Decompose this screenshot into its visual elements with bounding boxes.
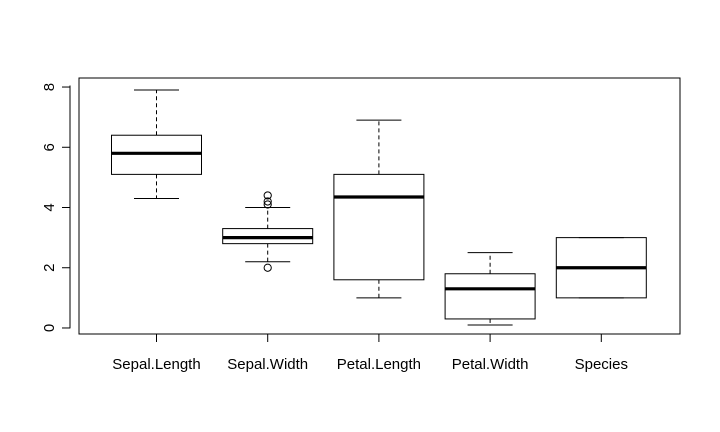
outlier-point — [263, 197, 272, 206]
x-category-label: Species — [575, 356, 628, 373]
plot-frame — [78, 77, 681, 335]
x-category-label: Petal.Length — [337, 356, 421, 373]
outlier-point — [263, 263, 272, 272]
y-tick-label: 0 — [41, 324, 58, 332]
x-category-label: Petal.Width — [452, 356, 529, 373]
x-category-label: Sepal.Width — [227, 356, 308, 373]
iqr-box — [444, 273, 536, 320]
box-sepal-width — [222, 191, 314, 272]
x-category-label: Sepal.Length — [112, 356, 200, 373]
box-petal-width — [444, 252, 536, 326]
iqr-box — [333, 173, 425, 281]
box-sepal-length — [111, 89, 202, 199]
y-tick-label: 2 — [41, 264, 58, 272]
y-tick-label: 6 — [41, 143, 58, 151]
outlier-point — [263, 200, 272, 209]
y-tick-label: 8 — [41, 83, 58, 91]
outlier-point — [263, 191, 272, 200]
y-tick-label: 4 — [41, 203, 58, 211]
box-petal-length — [333, 119, 425, 299]
box-species — [555, 237, 647, 299]
